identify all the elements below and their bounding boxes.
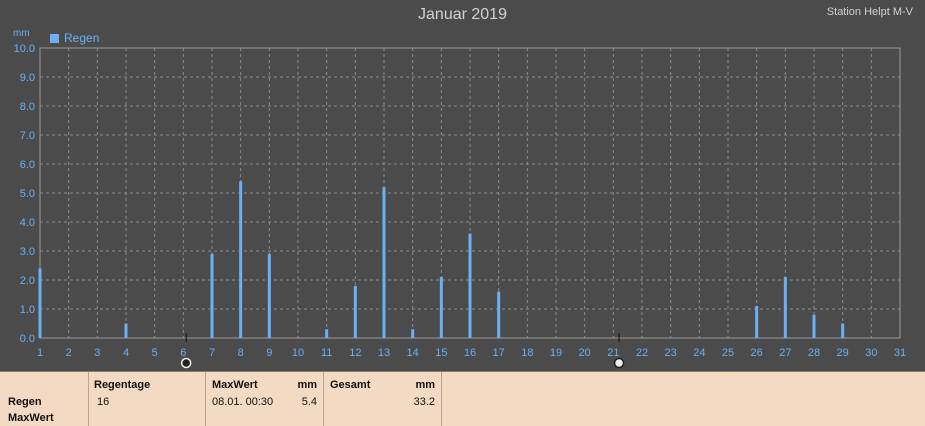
x-tick-label: 29 [837,347,849,359]
x-tick-label: 31 [894,347,906,359]
rain-bar [812,314,816,338]
full-moon-icon [613,357,625,369]
y-tick-label: 10.0 [14,43,35,55]
x-tick-label: 19 [550,347,562,359]
x-tick-label: 25 [722,347,734,359]
x-tick-label: 18 [521,347,533,359]
rain-bar [439,277,443,338]
regentage-header: Regentage [94,379,151,391]
x-tick-label: 16 [464,347,476,359]
gesamt-header: Gesamt [330,379,371,391]
x-tick-label: 2 [66,347,72,359]
rain-bar [239,181,243,338]
y-tick-label: 8.0 [20,101,35,113]
y-tick-label: 3.0 [20,246,35,258]
x-tick-label: 13 [378,347,390,359]
summary-maxwert: MaxWert mm 08.01. 00:30 5.4 [205,372,324,426]
y-tick-label: 6.0 [20,159,35,171]
row-label-maxwert: MaxWert [8,412,54,424]
x-tick-label: 9 [266,347,272,359]
rain-bar [210,253,214,338]
regentage-value: 16 [97,396,110,408]
y-tick-label: 5.0 [20,188,35,200]
gesamt-value: 33.2 [413,396,435,408]
rain-bar [755,306,759,338]
summary-gesamt: Gesamt mm 33.2 [323,372,442,426]
maxwert-header: MaxWert [212,379,258,391]
x-tick-label: 28 [808,347,820,359]
x-tick-label: 7 [209,347,215,359]
maxwert-value: 5.4 [301,396,317,408]
legend: Regen [50,31,99,45]
rain-bar [124,323,128,338]
y-tick-label: 7.0 [20,130,35,142]
gesamt-unit: mm [415,379,435,391]
y-tick-label: 9.0 [20,72,35,84]
y-tick-label: 4.0 [20,217,35,229]
x-tick-label: 4 [123,347,129,359]
rain-chart: 0.01.02.03.04.05.06.07.08.09.010.01 2 3 4 5 6… [14,43,906,369]
x-tick-label: 17 [493,347,505,359]
x-tick-label: 8 [238,347,244,359]
rain-bar [411,329,415,338]
x-tick-label: 12 [349,347,361,359]
x-tick-label: 27 [779,347,791,359]
y-tick-label: 1.0 [20,304,35,316]
x-tick-label: 23 [665,347,677,359]
x-tick-label: 1 [37,347,43,359]
rain-bar [325,329,329,338]
rain-bar [267,253,271,338]
rain-bar [783,277,787,338]
legend-swatch [50,33,59,43]
legend-label: Regen [64,31,100,45]
x-tick-label: 20 [579,347,591,359]
x-tick-label: 21 [607,347,619,359]
x-tick-label: 26 [751,347,763,359]
y-tick-label: 0.0 [20,333,35,345]
summary-regentage: Regentage 16 [88,372,206,426]
x-tick-label: 15 [435,347,447,359]
station-name: Station Helpt M-V [826,6,913,18]
x-tick-label: 6 [180,347,186,359]
rain-bar [38,268,42,338]
x-tick-label: 24 [693,347,705,359]
chart-title: Januar 2019 [418,6,507,23]
new-moon-icon [180,357,192,369]
x-tick-label: 10 [292,347,304,359]
x-tick-label: 22 [636,347,648,359]
summary-panel: Regen MaxWert Regentage 16 MaxWert mm 08… [0,371,925,426]
y-axis-unit: mm [13,28,30,39]
summary-row-labels: Regen MaxWert [0,372,89,426]
rain-bar [382,187,386,338]
rain-bar [353,285,357,338]
row-label-regen: Regen [8,396,42,408]
maxwert-unit: mm [297,379,317,391]
maxwert-time: 08.01. 00:30 [212,396,274,408]
rain-bar [468,233,472,338]
rain-bar [497,291,501,338]
x-tick-label: 5 [152,347,158,359]
x-tick-label: 14 [407,347,419,359]
x-tick-label: 3 [94,347,100,359]
y-tick-label: 2.0 [20,275,35,287]
x-tick-label: 11 [321,347,332,359]
rain-bar [841,323,845,338]
x-tick-label: 30 [865,347,877,359]
